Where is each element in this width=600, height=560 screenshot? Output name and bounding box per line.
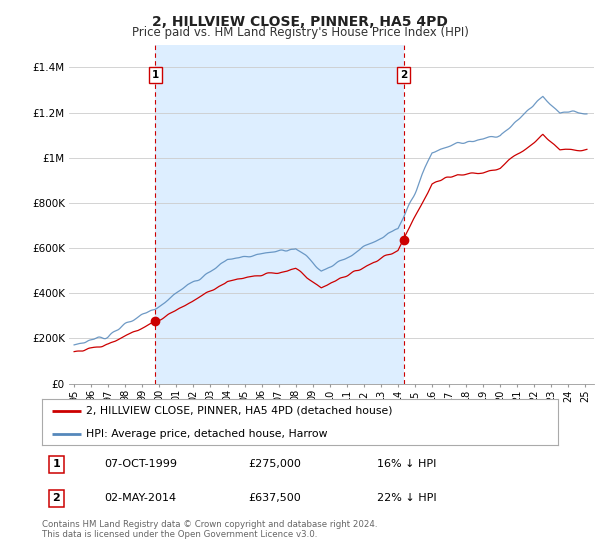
Text: £637,500: £637,500 xyxy=(248,493,301,503)
Text: 07-OCT-1999: 07-OCT-1999 xyxy=(104,459,177,469)
Text: HPI: Average price, detached house, Harrow: HPI: Average price, detached house, Harr… xyxy=(86,429,328,438)
Text: 02-MAY-2014: 02-MAY-2014 xyxy=(104,493,176,503)
Text: 1: 1 xyxy=(53,459,61,469)
Text: 2: 2 xyxy=(53,493,61,503)
Text: 2, HILLVIEW CLOSE, PINNER, HA5 4PD (detached house): 2, HILLVIEW CLOSE, PINNER, HA5 4PD (deta… xyxy=(86,406,392,416)
Text: £275,000: £275,000 xyxy=(248,459,301,469)
Text: 22% ↓ HPI: 22% ↓ HPI xyxy=(377,493,437,503)
Text: Price paid vs. HM Land Registry's House Price Index (HPI): Price paid vs. HM Land Registry's House … xyxy=(131,26,469,39)
Text: 16% ↓ HPI: 16% ↓ HPI xyxy=(377,459,437,469)
Text: 1: 1 xyxy=(152,71,159,80)
Text: Contains HM Land Registry data © Crown copyright and database right 2024.
This d: Contains HM Land Registry data © Crown c… xyxy=(42,520,377,539)
Text: 2: 2 xyxy=(400,71,407,80)
Text: 2, HILLVIEW CLOSE, PINNER, HA5 4PD: 2, HILLVIEW CLOSE, PINNER, HA5 4PD xyxy=(152,15,448,29)
Bar xyxy=(155,45,404,384)
